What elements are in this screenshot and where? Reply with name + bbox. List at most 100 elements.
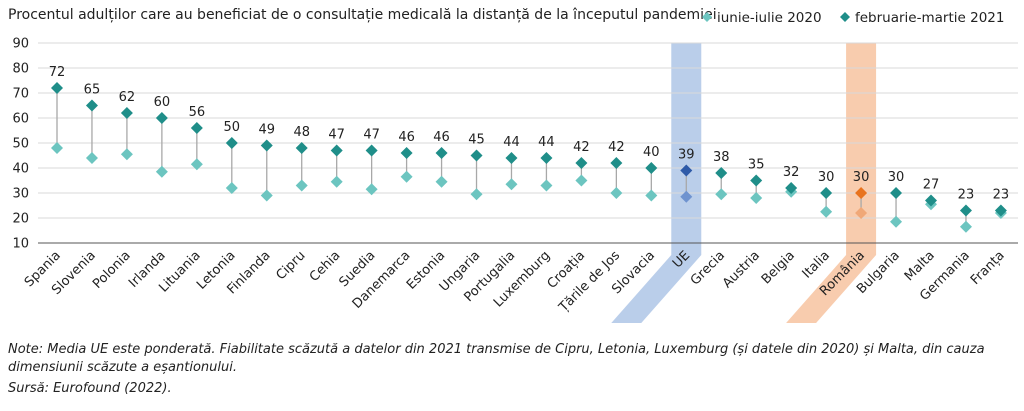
legend: iunie-iulie 2020 februarie-martie 2021 [702, 10, 1004, 26]
marker-2020 [400, 170, 413, 183]
marker-2021 [750, 174, 763, 187]
category-label: Cipru [274, 248, 309, 283]
marker-2020 [959, 220, 972, 233]
marker-2021 [365, 144, 378, 157]
marker-2021 [400, 147, 413, 159]
y-tick-label: 60 [12, 112, 29, 127]
data-label: 23 [958, 188, 975, 203]
data-label: 47 [363, 128, 380, 143]
y-tick-label: 30 [12, 187, 29, 202]
legend-label-2020: iunie-iulie 2020 [717, 10, 822, 26]
marker-2020 [680, 190, 693, 203]
legend-marker-2020 [702, 12, 712, 22]
data-label: 44 [538, 135, 555, 150]
marker-2020 [365, 183, 378, 196]
data-label: 48 [293, 125, 310, 140]
y-tick-label: 10 [12, 237, 29, 252]
data-label: 32 [783, 165, 800, 180]
marker-2021 [470, 149, 483, 162]
marker-2021 [85, 99, 98, 112]
marker-2021 [190, 122, 203, 134]
y-tick-label: 50 [12, 137, 29, 152]
marker-2020 [51, 142, 63, 154]
marker-2020 [120, 148, 133, 161]
data-label: 49 [258, 123, 275, 138]
legend-label-2021: februarie-martie 2021 [855, 10, 1004, 26]
data-label: 62 [119, 90, 136, 105]
marker-2020 [295, 179, 308, 192]
marker-2021 [435, 147, 448, 159]
marker-2021 [645, 162, 658, 174]
marker-2021 [890, 187, 903, 199]
marker-2021 [785, 182, 798, 194]
data-label: 56 [189, 105, 206, 120]
marker-2020 [225, 182, 238, 194]
category-label: Polonia [90, 248, 134, 292]
marker-2020 [820, 205, 833, 218]
marker-2021 [715, 167, 728, 179]
data-label: 46 [433, 130, 450, 145]
marker-2020 [85, 152, 98, 164]
data-label: 65 [84, 83, 101, 98]
y-tick-label: 80 [12, 62, 29, 77]
marker-2020 [435, 175, 448, 188]
data-label: 30 [888, 170, 905, 185]
marker-2021 [51, 82, 63, 94]
data-label: 39 [678, 148, 695, 163]
data-label: 35 [748, 158, 765, 173]
marker-2020 [540, 179, 553, 192]
marker-2021 [540, 152, 553, 164]
marker-2020 [645, 189, 658, 202]
marker-2021 [610, 157, 623, 169]
marker-2021 [959, 204, 972, 217]
category-label: Belgia [759, 248, 798, 287]
marker-2020 [575, 174, 588, 187]
marker-2021 [505, 152, 518, 164]
marker-2020 [470, 188, 483, 201]
marker-2020 [155, 165, 168, 178]
data-label: 42 [608, 140, 625, 155]
data-label: 46 [398, 130, 415, 145]
marker-2021 [155, 112, 168, 124]
data-label: 42 [573, 140, 590, 155]
category-labels: SpaniaSloveniaPoloniaIrlandaLituaniaLeto… [22, 248, 1008, 316]
marker-2021 [575, 157, 588, 169]
marker-2021 [855, 187, 868, 199]
marker-2021 [295, 142, 308, 154]
data-label: 30 [853, 170, 870, 185]
legend-marker-2021 [840, 12, 850, 22]
highlight-bands [611, 43, 877, 323]
highlight-band-românia [786, 43, 877, 323]
y-tick-label: 20 [12, 212, 29, 227]
marker-2020 [330, 175, 343, 188]
marker-2020 [855, 207, 868, 219]
marker-2021 [820, 187, 833, 199]
data-label: 45 [468, 133, 485, 148]
note-line-1: Note: Media UE este ponderată. Fiabilita… [8, 342, 985, 357]
marker-2020 [610, 187, 623, 199]
data-label: 38 [713, 150, 730, 165]
data-label: 23 [993, 188, 1010, 203]
source-line: Sursă: Eurofound (2022). [8, 381, 172, 396]
note-line-2: dimensiunii scăzute a eșantionului. [8, 360, 237, 375]
data-label: 72 [49, 65, 66, 80]
marker-2020 [260, 189, 273, 202]
data-label: 60 [154, 95, 171, 110]
marker-2020 [715, 188, 728, 201]
category-label: Austria [720, 248, 763, 291]
data-labels: 72 65 62 60 56 50 49 48 47 47 46 46 45 44 44 42 42 40 39 38… [49, 65, 1009, 203]
gridlines [38, 42, 1018, 244]
marker-2021 [330, 144, 343, 157]
marker-2021 [120, 107, 133, 119]
marker-2021 [925, 194, 937, 207]
marker-2021 [225, 137, 238, 149]
highlight-band-ue [611, 43, 702, 323]
data-label: 44 [503, 135, 520, 150]
y-axis-ticks: 10 20 30 40 50 60 70 80 90 [12, 37, 29, 252]
marker-2020 [190, 158, 203, 171]
data-label: 47 [328, 128, 345, 143]
marker-2021 [994, 204, 1007, 217]
data-label: 50 [224, 120, 241, 135]
marker-2021 [680, 164, 693, 177]
